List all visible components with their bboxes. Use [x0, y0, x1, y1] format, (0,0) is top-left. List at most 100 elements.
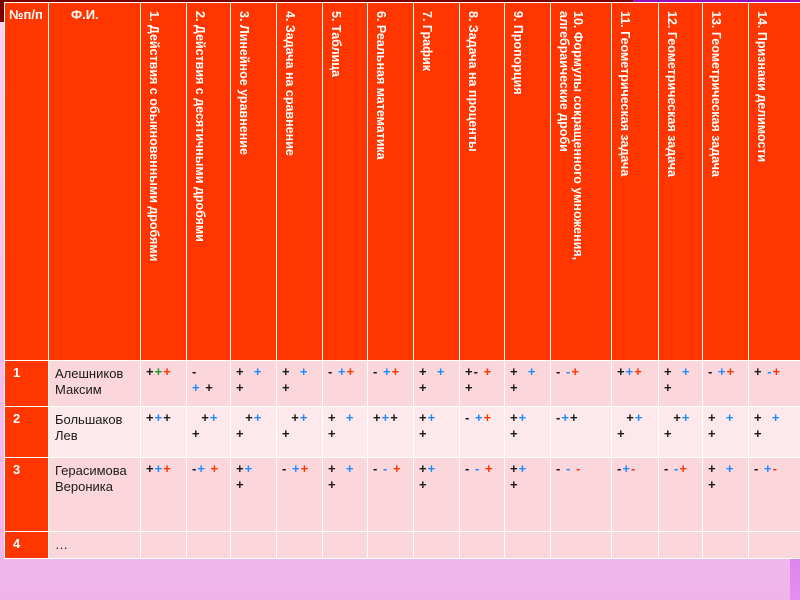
mark-symbol: - — [767, 364, 773, 379]
mark-symbol: + — [771, 410, 781, 426]
header-col-12: 12. Геометрическая задача — [658, 2, 703, 361]
mark-symbol: + — [345, 460, 355, 476]
results-table: №п/п Ф.И. 1. Действия с обыкновенными др… — [4, 2, 800, 560]
mark-cell: + + + — [230, 359, 277, 408]
mark-symbol: - — [556, 460, 562, 476]
mark-cell — [186, 530, 231, 560]
mark-symbol: - — [673, 460, 680, 476]
mark-symbol — [763, 410, 772, 425]
mark-symbol: + — [163, 410, 172, 426]
mark-cell: - ++ — [702, 359, 749, 408]
mark-symbol: + — [163, 460, 172, 476]
header-col-10: 10. Формулы сокращенного умножения, алге… — [550, 2, 612, 361]
table-row: 3 Герасимова Вероника +++ -+ + ++ + - ++ + + +… — [4, 456, 800, 532]
mark-cell: - -+ — [550, 359, 612, 408]
mark-cell: + + + — [702, 456, 749, 532]
mark-symbol: + — [236, 476, 245, 492]
mark-cell — [140, 530, 187, 560]
mark-symbol: + — [419, 410, 428, 426]
mark-symbol — [192, 410, 201, 425]
mark-cell: - ++ — [459, 406, 505, 458]
header-col-6: 6. Реальная математика — [367, 2, 414, 361]
mark-symbol — [717, 410, 726, 425]
mark-symbol: + — [192, 380, 201, 395]
header-col-3: 3. Линейное уравнение — [230, 2, 277, 361]
mark-symbol: - — [708, 364, 714, 379]
mark-cell: + + + — [658, 359, 703, 408]
header-name: Ф.И. — [48, 2, 141, 361]
mark-symbol: + — [484, 460, 494, 476]
mark-symbol: + — [346, 364, 356, 379]
mark-symbol: + — [146, 410, 155, 426]
mark-cell — [276, 530, 323, 560]
mark-symbol: + — [465, 364, 474, 379]
header-row: №п/п Ф.И. 1. Действия с обыкновенными др… — [4, 2, 800, 361]
mark-symbol: + — [708, 460, 717, 476]
column-label: 5. Таблица — [329, 11, 343, 77]
mark-symbol: + — [772, 364, 782, 379]
mark-symbol: + — [474, 410, 484, 426]
column-label: 3. Линейное уравнение — [237, 11, 251, 155]
mark-cell: + + + — [748, 406, 800, 458]
mark-symbol: + — [664, 426, 673, 442]
mark-cell — [322, 530, 368, 560]
mark-symbol: - — [575, 460, 582, 476]
header-col-13: 13. Геометрическая задача — [702, 2, 749, 361]
mark-symbol: + — [754, 364, 763, 379]
mark-symbol: + — [328, 476, 337, 492]
mark-symbol — [673, 364, 682, 379]
mark-symbol — [236, 410, 245, 425]
mark-symbol: + — [300, 460, 310, 476]
mark-symbol: + — [561, 410, 570, 426]
header-col-9: 9. Пропорция — [504, 2, 551, 361]
mark-symbol: + — [754, 426, 763, 442]
mark-cell: -+ + — [186, 456, 231, 532]
mark-symbol: + — [518, 410, 528, 426]
mark-cell — [550, 530, 612, 560]
column-label: 9. Пропорция — [511, 11, 525, 95]
header-num: №п/п — [4, 2, 49, 361]
mark-cell — [504, 530, 551, 560]
mark-symbol: - — [664, 460, 670, 476]
mark-cell: ++ + — [504, 456, 551, 532]
mark-symbol: - — [556, 410, 562, 426]
student-name: Алешников Максим — [48, 359, 141, 408]
mark-symbol: + — [518, 460, 528, 476]
column-label: 2. Действия с десятичными дробями — [193, 11, 207, 242]
mark-symbol — [664, 410, 673, 425]
mark-symbol: + — [617, 426, 626, 442]
mark-symbol: + — [717, 364, 727, 379]
student-name: Большаков Лев — [48, 406, 141, 458]
mark-symbol: + — [510, 380, 519, 395]
mark-symbol: + — [244, 460, 254, 476]
mark-symbol: + — [465, 380, 474, 395]
column-label: 12. Геометрическая задача — [665, 11, 679, 177]
mark-symbol: + — [510, 364, 519, 379]
mark-symbol — [291, 364, 300, 379]
header-col-11: 11. Геометрическая задача — [611, 2, 659, 361]
mark-symbol: + — [205, 380, 214, 395]
mark-symbol: + — [154, 410, 164, 426]
column-label: 4. Задача на сравнение — [283, 11, 297, 156]
mark-symbol — [282, 410, 291, 425]
mark-symbol: + — [201, 410, 210, 426]
mark-symbol — [245, 364, 254, 379]
mark-symbol: + — [391, 364, 401, 379]
mark-symbol: + — [419, 426, 428, 442]
mark-symbol: + — [236, 380, 245, 395]
mark-symbol: + — [708, 426, 717, 442]
mark-symbol: - — [282, 460, 288, 476]
mark-symbol: + — [681, 410, 691, 426]
mark-symbol: - — [556, 364, 562, 379]
header-col-8: 8. Задача на проценты — [459, 2, 505, 361]
mark-cell: - ++ — [322, 359, 368, 408]
mark-symbol: + — [681, 364, 691, 379]
mark-cell: ++ + — [276, 406, 323, 458]
mark-cell: ++ + — [413, 456, 460, 532]
mark-symbol: + — [510, 476, 519, 492]
mark-cell — [413, 530, 460, 560]
mark-cell: + -+ — [748, 359, 800, 408]
mark-symbol: - — [617, 460, 623, 476]
mark-symbol: + — [763, 460, 773, 476]
student-name: … — [48, 530, 141, 560]
